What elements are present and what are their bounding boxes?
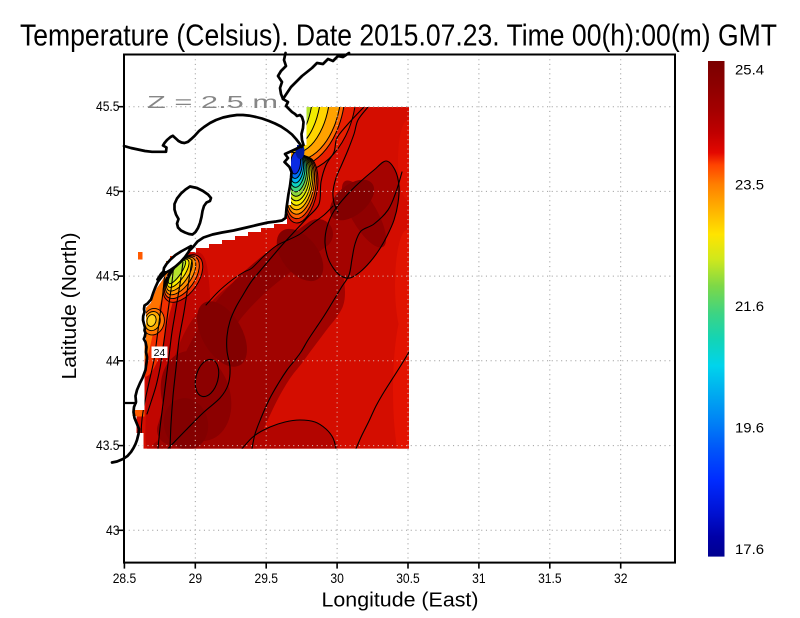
svg-text:Latitude (North): Latitude (North) xyxy=(58,233,81,380)
svg-text:43: 43 xyxy=(106,523,120,538)
svg-text:Temperature (Celsius). Date 20: Temperature (Celsius). Date 2015.07.23. … xyxy=(20,18,777,53)
svg-text:25.4: 25.4 xyxy=(735,62,764,78)
svg-text:45.5: 45.5 xyxy=(96,99,120,114)
svg-text:19.6: 19.6 xyxy=(735,420,764,436)
svg-text:44: 44 xyxy=(106,353,120,368)
svg-text:43.5: 43.5 xyxy=(96,438,120,453)
svg-text:31: 31 xyxy=(472,571,486,586)
svg-text:Z = 2.5 m: Z = 2.5 m xyxy=(147,92,278,112)
svg-text:30.5: 30.5 xyxy=(396,571,420,586)
svg-text:29.5: 29.5 xyxy=(255,571,279,586)
svg-text:31.5: 31.5 xyxy=(538,571,562,586)
svg-text:29: 29 xyxy=(189,571,203,586)
svg-text:24: 24 xyxy=(154,347,166,359)
svg-text:21.6: 21.6 xyxy=(735,298,764,314)
svg-text:32: 32 xyxy=(614,571,628,586)
svg-text:Longitude (East): Longitude (East) xyxy=(322,589,479,612)
svg-text:28.5: 28.5 xyxy=(113,571,137,586)
svg-text:30: 30 xyxy=(330,571,344,586)
svg-text:45: 45 xyxy=(106,184,120,199)
svg-text:23.5: 23.5 xyxy=(735,177,764,193)
svg-text:17.6: 17.6 xyxy=(735,541,764,557)
svg-text:44.5: 44.5 xyxy=(96,269,120,284)
